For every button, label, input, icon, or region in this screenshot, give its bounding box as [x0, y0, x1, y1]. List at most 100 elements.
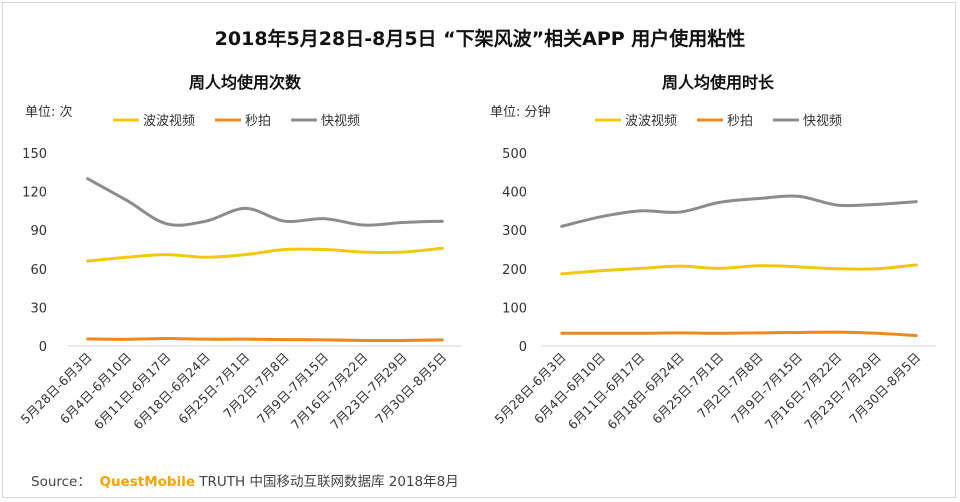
- x-tick-label: 7月30日-8月5日: [372, 350, 449, 427]
- series-line-kuai: [560, 194, 918, 228]
- x-tick-label: 6月25日-7月1日: [649, 350, 726, 427]
- y-tick-label: 400: [502, 186, 527, 201]
- y-tick-label: 0: [519, 340, 527, 355]
- data-point-bobo: [796, 265, 800, 269]
- data-point-bobo: [244, 253, 247, 256]
- legend-label-kuai: 快视频: [321, 114, 360, 129]
- data-point-miaopai: [836, 330, 839, 334]
- x-tick-label: 7月9日-7月15日: [728, 350, 805, 427]
- data-point-kuai: [362, 223, 365, 227]
- data-point-kuai: [441, 219, 444, 223]
- data-point-kuai: [757, 197, 760, 200]
- data-point-kuai: [204, 219, 208, 223]
- legend-label-bobo: 波波视频: [625, 114, 677, 129]
- data-point-miaopai: [401, 339, 405, 342]
- x-tick-label: 5月28日-6月3日: [492, 350, 569, 427]
- data-point-miaopai: [283, 338, 286, 341]
- source-note: Source： QuestMobile TRUTH 中国移动互联网数据库 201…: [31, 470, 459, 490]
- x-tick-label: 6月25日-7月1日: [175, 350, 252, 427]
- data-point-bobo: [599, 269, 603, 272]
- data-point-kuai: [560, 225, 563, 228]
- data-point-miaopai: [678, 331, 682, 335]
- data-point-bobo: [836, 267, 839, 270]
- data-point-miaopai: [875, 332, 879, 335]
- unit-label: 单位: 分钟: [490, 104, 551, 120]
- data-point-bobo: [362, 250, 365, 254]
- data-point-bobo: [322, 248, 326, 251]
- chart-title: 周人均使用时长: [662, 73, 775, 92]
- data-point-miaopai: [322, 338, 326, 342]
- data-point-bobo: [283, 248, 286, 251]
- data-point-miaopai: [639, 332, 642, 335]
- series-line-bobo: [560, 263, 918, 276]
- data-point-kuai: [283, 219, 286, 223]
- data-point-kuai: [875, 203, 879, 206]
- data-point-bobo: [441, 247, 444, 250]
- data-point-bobo: [875, 267, 879, 270]
- data-point-kuai: [678, 210, 682, 214]
- y-tick-label: 90: [30, 224, 47, 239]
- source-text: TRUTH 中国移动互联网数据库 2018年8月: [199, 474, 459, 490]
- series-line-miaopai: [560, 330, 918, 338]
- data-point-kuai: [599, 215, 603, 218]
- data-point-kuai: [244, 207, 247, 210]
- data-point-bobo: [560, 272, 563, 276]
- source-label: Source：: [31, 474, 91, 490]
- x-tick-label: 7月9日-7月15日: [254, 350, 331, 427]
- data-point-bobo: [204, 256, 208, 259]
- data-point-kuai: [125, 199, 129, 202]
- x-tick-label: 7月30日-8月5日: [846, 350, 923, 427]
- data-point-kuai: [86, 177, 89, 180]
- x-tick-label: 5月28日-6月3日: [18, 350, 95, 427]
- data-point-bobo: [915, 263, 918, 267]
- x-tick-label: 6月4日-6月10日: [531, 350, 608, 427]
- data-point-miaopai: [796, 331, 800, 334]
- data-point-miaopai: [165, 337, 168, 340]
- data-point-kuai: [322, 217, 326, 220]
- y-tick-label: 0: [39, 340, 47, 355]
- data-point-kuai: [639, 209, 642, 213]
- series-line-bobo: [86, 246, 444, 263]
- data-point-kuai: [915, 200, 918, 203]
- data-point-miaopai: [244, 337, 247, 341]
- y-tick-label: 120: [22, 186, 47, 201]
- y-tick-label: 500: [502, 147, 527, 162]
- data-point-kuai: [796, 195, 800, 198]
- series-line-kuai: [86, 177, 444, 227]
- unit-label: 单位: 次: [25, 104, 73, 120]
- page-title: 2018年5月28日-8月5日 “下架风波”相关APP 用户使用粘性: [214, 28, 746, 50]
- data-point-kuai: [401, 221, 405, 224]
- data-point-miaopai: [204, 337, 208, 341]
- data-point-kuai: [165, 222, 168, 225]
- chart-title: 周人均使用次数: [189, 73, 302, 92]
- series-line-miaopai: [86, 337, 444, 343]
- legend-label-kuai: 快视频: [803, 114, 842, 129]
- y-tick-label: 300: [502, 224, 527, 239]
- data-point-miaopai: [718, 332, 721, 335]
- legend-label-bobo: 波波视频: [143, 114, 195, 129]
- data-point-bobo: [718, 267, 721, 270]
- y-tick-label: 60: [30, 263, 47, 278]
- data-point-bobo: [125, 256, 129, 259]
- data-point-miaopai: [86, 337, 89, 341]
- data-point-kuai: [718, 201, 721, 204]
- data-point-miaopai: [125, 338, 129, 341]
- legend-label-miaopai: 秒拍: [727, 114, 753, 129]
- y-tick-label: 30: [30, 301, 47, 316]
- y-tick-label: 200: [502, 263, 527, 278]
- data-point-miaopai: [757, 331, 760, 335]
- data-point-miaopai: [441, 338, 444, 342]
- y-tick-label: 150: [22, 147, 47, 162]
- data-point-miaopai: [599, 332, 603, 335]
- data-point-bobo: [678, 264, 682, 268]
- data-point-miaopai: [915, 334, 918, 337]
- data-point-bobo: [165, 253, 168, 256]
- data-point-miaopai: [362, 339, 365, 342]
- x-tick-label: 6月4日-6月10日: [57, 350, 134, 427]
- source-brand: QuestMobile: [99, 474, 195, 490]
- legend-label-miaopai: 秒拍: [245, 114, 271, 129]
